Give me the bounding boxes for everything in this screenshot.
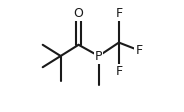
- Text: F: F: [115, 65, 122, 78]
- Text: F: F: [135, 44, 143, 57]
- Text: O: O: [74, 7, 84, 20]
- Text: F: F: [115, 7, 122, 20]
- Text: P: P: [95, 50, 102, 62]
